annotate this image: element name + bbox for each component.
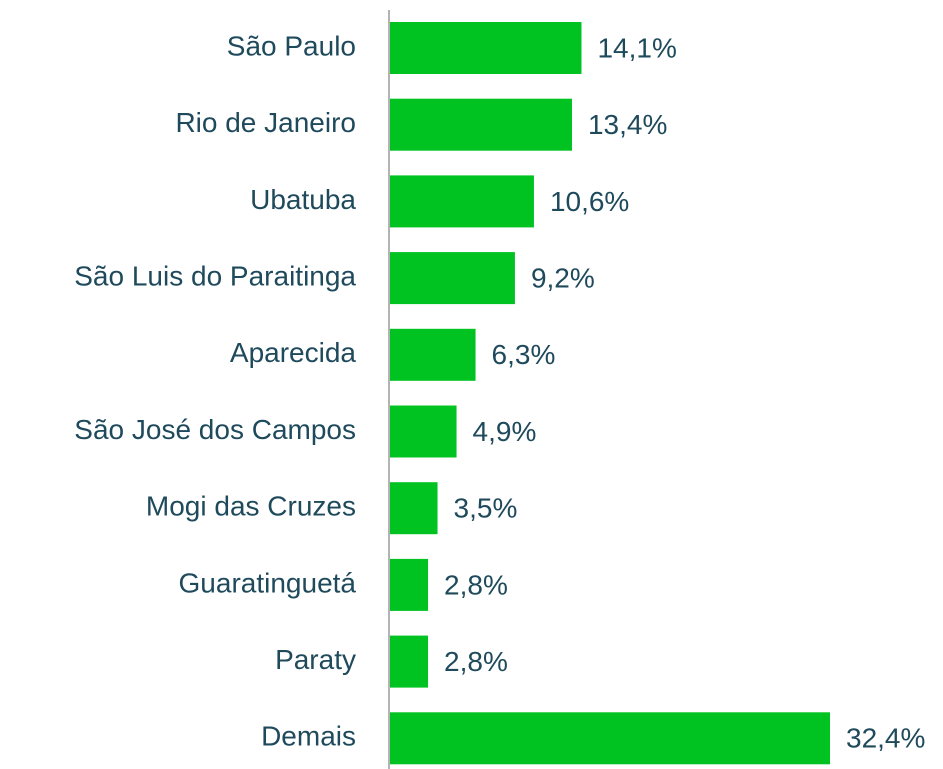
category-label: São Paulo — [227, 30, 356, 61]
category-label: Aparecida — [230, 337, 357, 368]
value-label: 10,6% — [550, 186, 629, 217]
bar — [390, 405, 457, 458]
category-label: Demais — [261, 721, 356, 752]
value-label: 13,4% — [588, 109, 667, 140]
value-label: 4,9% — [473, 416, 537, 447]
bar — [390, 712, 830, 765]
category-label: Guaratinguetá — [179, 567, 357, 598]
value-label: 6,3% — [492, 339, 556, 370]
value-label: 3,5% — [454, 493, 518, 524]
bar — [390, 252, 515, 305]
value-label: 14,1% — [597, 32, 676, 63]
value-label: 9,2% — [531, 262, 595, 293]
bar — [390, 558, 429, 611]
bar — [390, 22, 582, 74]
bar — [390, 482, 438, 535]
bar — [390, 635, 429, 688]
category-label: Paraty — [275, 644, 356, 675]
value-label: 2,8% — [444, 569, 508, 600]
category-label: Ubatuba — [250, 184, 356, 215]
category-label: Rio de Janeiro — [175, 107, 356, 138]
value-label: 2,8% — [444, 646, 508, 677]
category-label: São Luis do Paraitinga — [74, 260, 356, 291]
category-label: São José dos Campos — [74, 414, 356, 445]
category-label: Mogi das Cruzes — [146, 491, 356, 522]
bar — [390, 175, 534, 228]
bar — [390, 98, 572, 151]
value-label: 32,4% — [846, 723, 925, 754]
bar — [390, 328, 476, 381]
